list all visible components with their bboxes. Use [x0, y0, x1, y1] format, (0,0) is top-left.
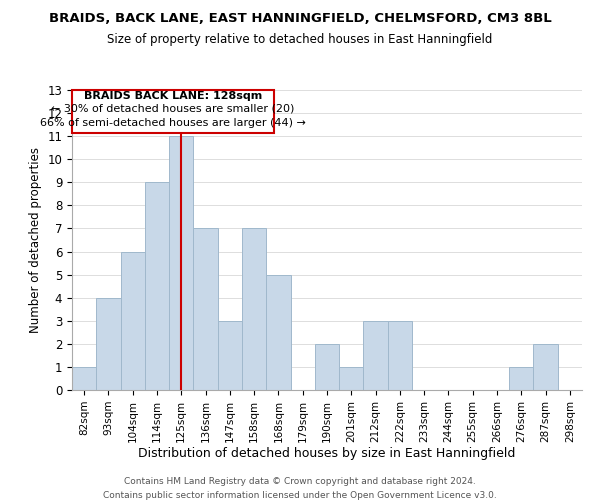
Bar [169, 136, 193, 390]
Bar [388, 321, 412, 390]
Text: Contains HM Land Registry data © Crown copyright and database right 2024.: Contains HM Land Registry data © Crown c… [124, 478, 476, 486]
Bar [242, 228, 266, 390]
Bar [193, 228, 218, 390]
Bar [533, 344, 558, 390]
FancyBboxPatch shape [72, 90, 274, 132]
Bar [145, 182, 169, 390]
Bar [96, 298, 121, 390]
Bar [509, 367, 533, 390]
Bar [121, 252, 145, 390]
X-axis label: Distribution of detached houses by size in East Hanningfield: Distribution of detached houses by size … [139, 448, 515, 460]
Text: Size of property relative to detached houses in East Hanningfield: Size of property relative to detached ho… [107, 32, 493, 46]
Bar [266, 274, 290, 390]
Bar [315, 344, 339, 390]
Bar [72, 367, 96, 390]
Bar [218, 321, 242, 390]
Text: Contains public sector information licensed under the Open Government Licence v3: Contains public sector information licen… [103, 491, 497, 500]
Bar [364, 321, 388, 390]
Text: BRAIDS BACK LANE: 128sqm: BRAIDS BACK LANE: 128sqm [83, 92, 262, 102]
Y-axis label: Number of detached properties: Number of detached properties [29, 147, 42, 333]
Bar [339, 367, 364, 390]
Text: ← 30% of detached houses are smaller (20): ← 30% of detached houses are smaller (20… [51, 104, 295, 114]
Text: BRAIDS, BACK LANE, EAST HANNINGFIELD, CHELMSFORD, CM3 8BL: BRAIDS, BACK LANE, EAST HANNINGFIELD, CH… [49, 12, 551, 26]
Text: 66% of semi-detached houses are larger (44) →: 66% of semi-detached houses are larger (… [40, 118, 306, 128]
